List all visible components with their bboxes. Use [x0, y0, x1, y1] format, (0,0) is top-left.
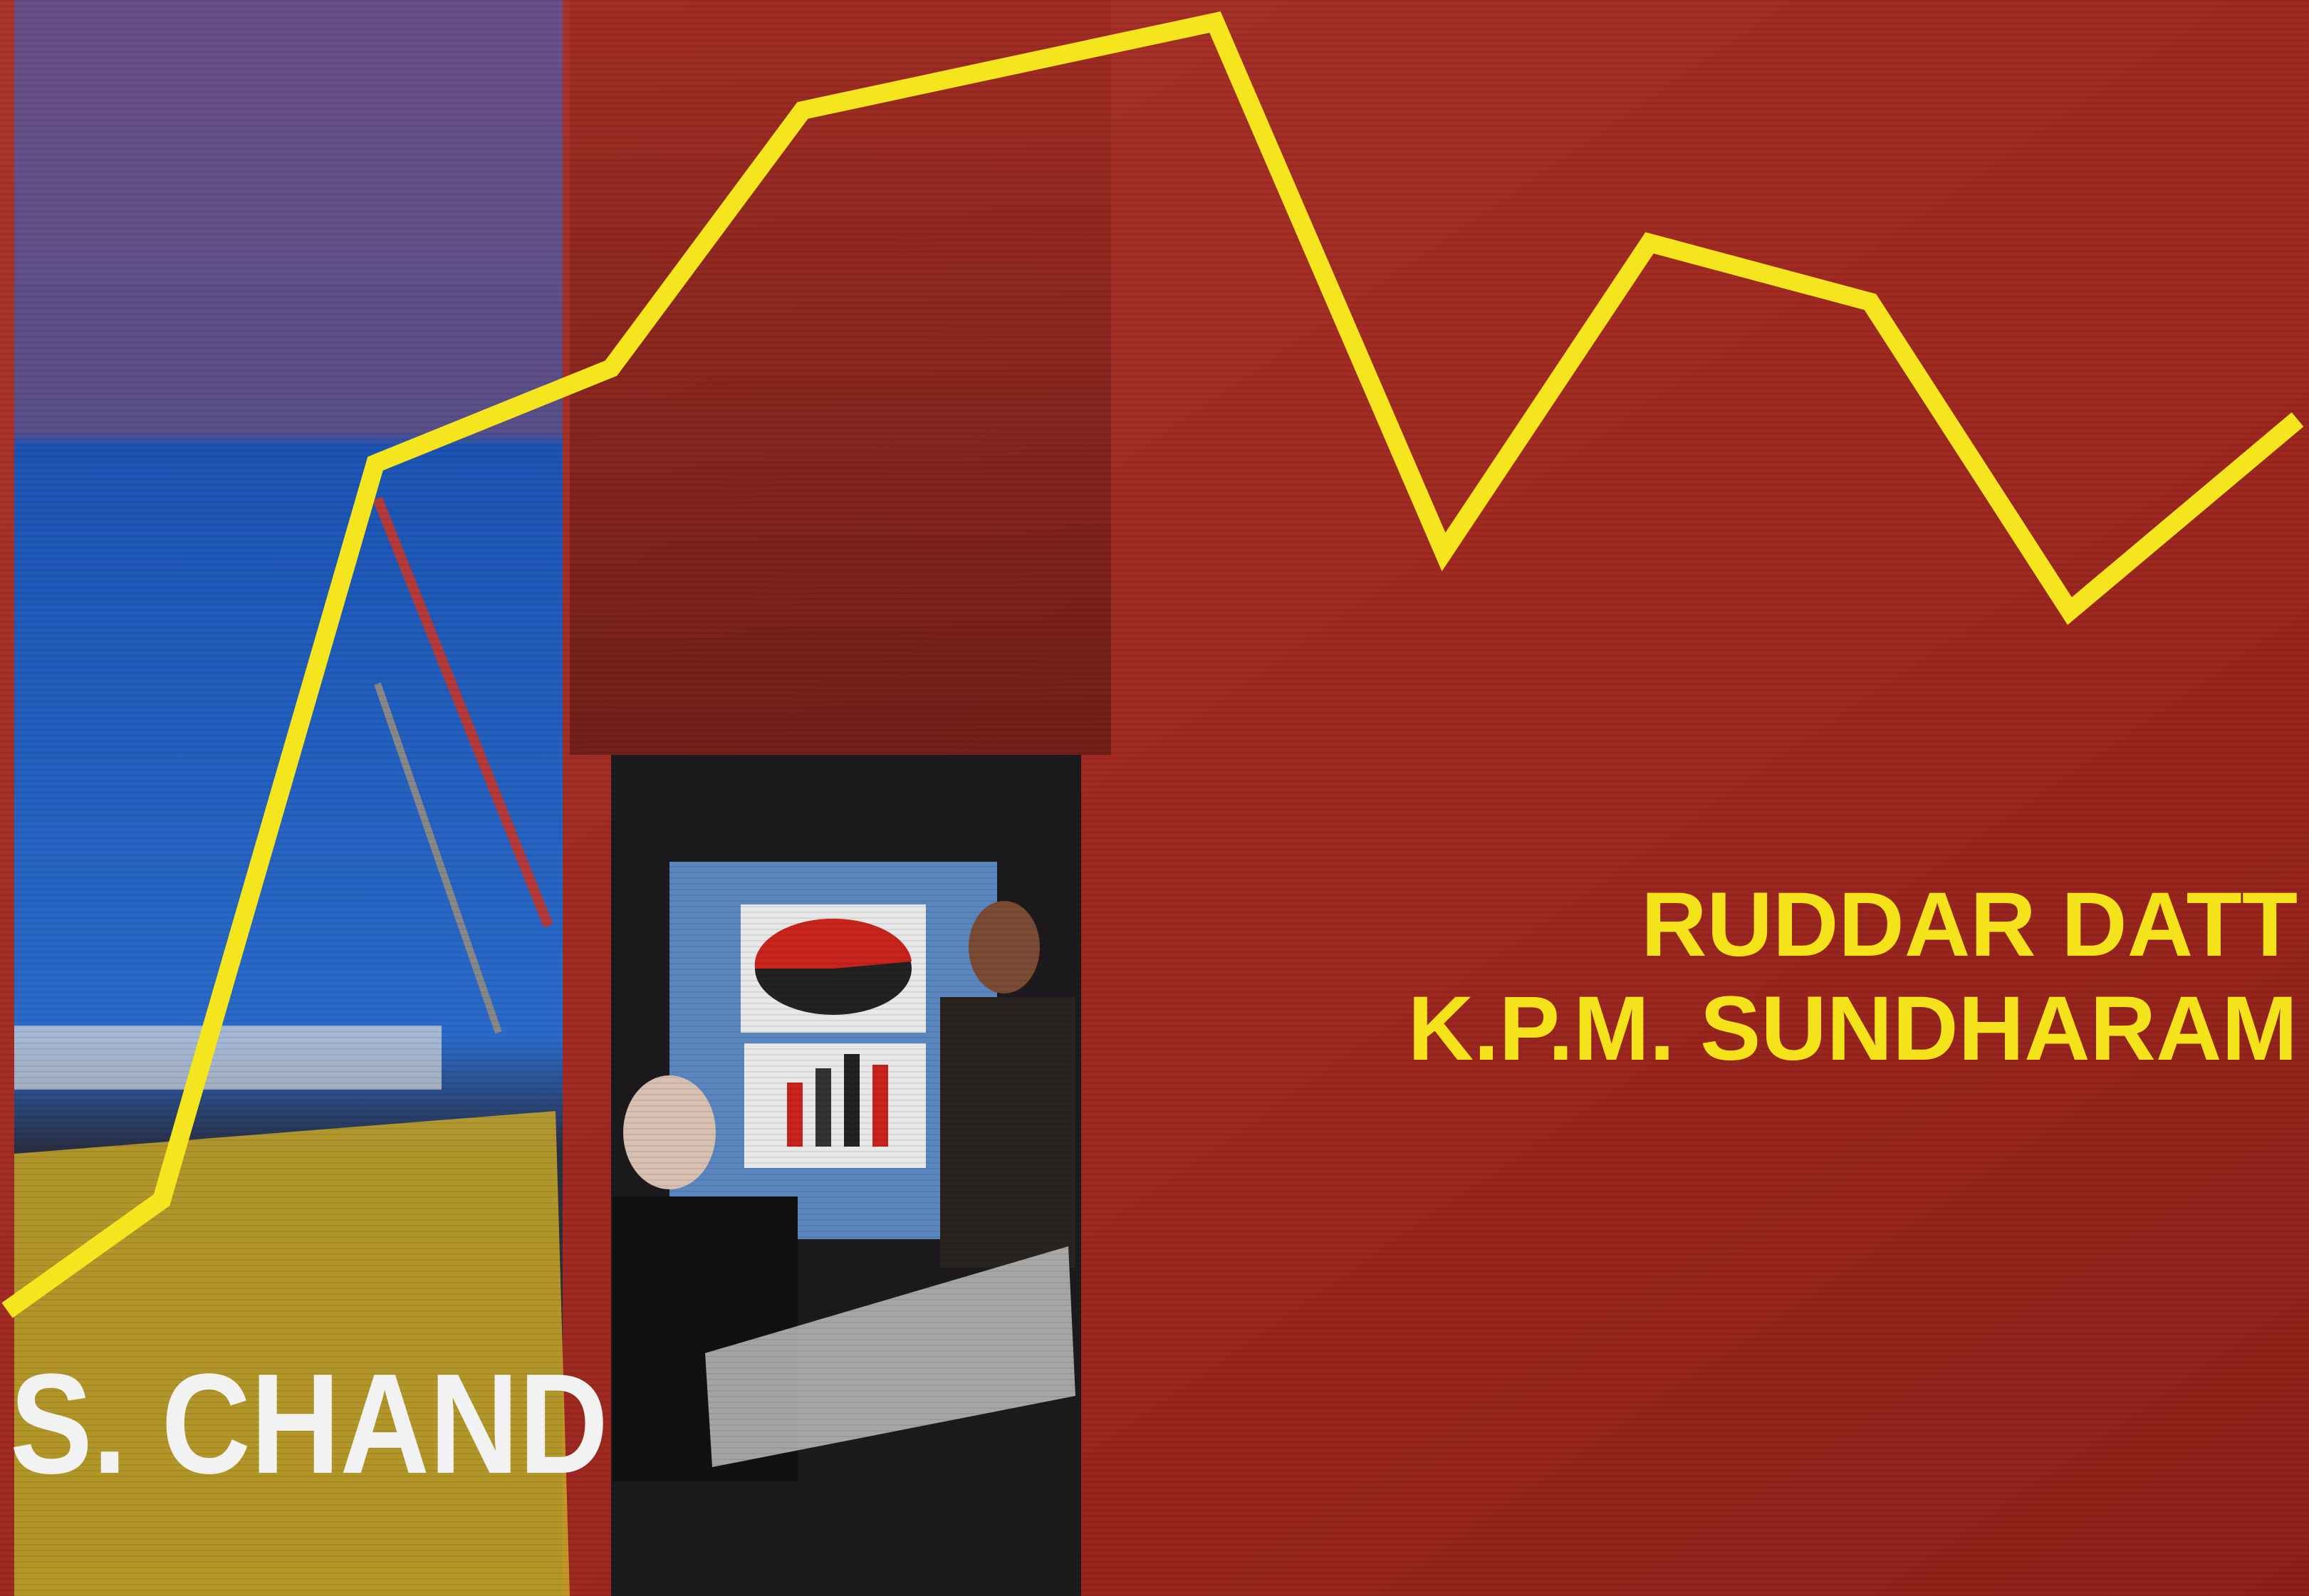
author-name: K.P.M. SUNDHARAM: [1408, 978, 2298, 1080]
author-name: RUDDAR DATT: [1641, 874, 2298, 976]
publisher-name: S. CHAND: [10, 1345, 608, 1503]
page: RUDDAR DATT K.P.M. SUNDHARAM S. CHAND ((…: [0, 0, 2309, 1596]
book-cover: RUDDAR DATT K.P.M. SUNDHARAM S. CHAND: [0, 0, 2309, 1596]
